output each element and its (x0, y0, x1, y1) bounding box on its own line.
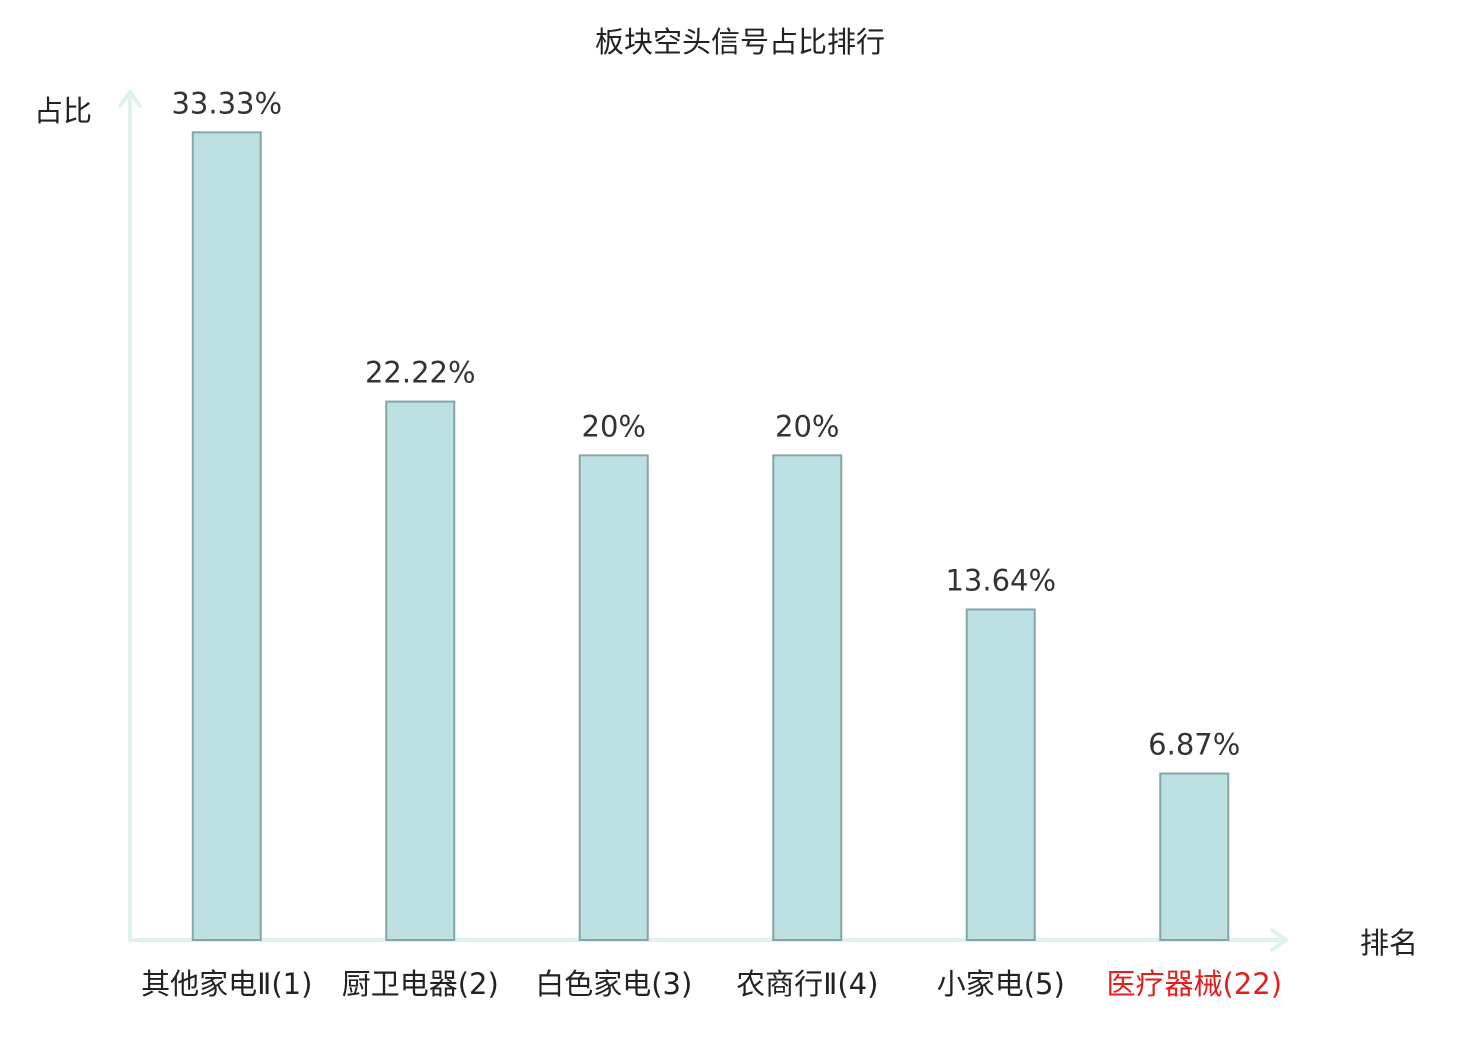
value-label-2: 22.22% (365, 356, 476, 390)
bar-5 (965, 608, 1036, 941)
category-name-6: 医疗器械 (1106, 967, 1222, 1001)
value-label-3: 20% (582, 409, 646, 443)
value-label-5: 13.64% (945, 563, 1056, 597)
category-rank-2: (2) (458, 967, 499, 1001)
category-name-2: 厨卫电器 (342, 967, 458, 1001)
bar-4 (772, 454, 843, 941)
bar-1 (191, 131, 262, 941)
value-label-6: 6.87% (1148, 728, 1240, 762)
x-axis (128, 928, 1288, 952)
category-label-2: 厨卫电器(2) (342, 967, 499, 1001)
bars-group (191, 131, 1230, 942)
category-rank-3: (3) (651, 967, 692, 1001)
category-rank-6: (22) (1222, 967, 1282, 1001)
value-labels-group: 33.33% 22.22% 20% 20% 13.64% 6.87% (171, 86, 1240, 761)
bar-6 (1159, 772, 1230, 942)
category-name-3: 白色家电 (535, 967, 651, 1001)
category-label-3: 白色家电(3) (535, 967, 692, 1001)
y-axis (118, 90, 142, 942)
y-axis-label: 占比 (34, 94, 92, 128)
x-axis-label: 排名 (1360, 926, 1418, 960)
bar-2 (385, 400, 456, 941)
category-name-4: 农商行Ⅱ (736, 967, 837, 1001)
bar-3 (578, 454, 649, 941)
chart-title: 板块空头信号占比排行 (595, 25, 885, 59)
category-label-5: 小家电(5) (937, 967, 1065, 1001)
category-label-6: 医疗器械(22) (1106, 967, 1282, 1001)
value-label-1: 33.33% (171, 86, 282, 120)
category-rank-1: (1) (271, 967, 312, 1001)
value-label-4: 20% (775, 409, 839, 443)
category-rank-4: (4) (837, 967, 878, 1001)
category-label-4: 农商行Ⅱ(4) (736, 967, 878, 1001)
category-label-1: 其他家电Ⅱ(1) (141, 967, 312, 1001)
category-name-5: 小家电 (937, 967, 1024, 1001)
category-rank-5: (5) (1024, 967, 1065, 1001)
category-name-1: 其他家电Ⅱ (141, 967, 271, 1001)
category-labels-group: 其他家电Ⅱ(1) 厨卫电器(2) 白色家电(3) 农商行Ⅱ(4) 小家电(5) 医疗器械(… (141, 967, 1282, 1001)
